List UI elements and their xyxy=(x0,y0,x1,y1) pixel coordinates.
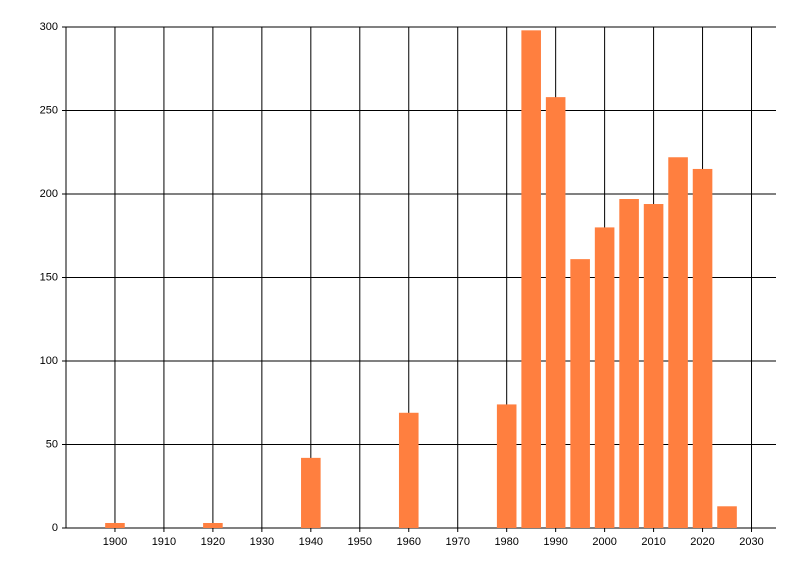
x-tick-label: 2000 xyxy=(592,536,616,548)
bar xyxy=(594,227,615,528)
x-tick-label: 1960 xyxy=(397,536,421,548)
y-tick-label: 100 xyxy=(40,355,58,367)
y-tick-label: 200 xyxy=(40,188,58,200)
x-tick-label: 2030 xyxy=(739,536,763,548)
bar xyxy=(203,522,223,528)
x-tick-label: 1950 xyxy=(348,536,372,548)
bar xyxy=(496,404,517,528)
bar xyxy=(570,259,590,528)
bar xyxy=(301,457,321,528)
bar xyxy=(545,97,566,528)
x-tick-label: 1980 xyxy=(494,536,518,548)
bar xyxy=(521,30,541,529)
x-tick-label: 1930 xyxy=(250,536,274,548)
x-tick-label: 2020 xyxy=(690,536,714,548)
x-tick-label: 1940 xyxy=(299,536,323,548)
y-tick-label: 300 xyxy=(40,21,58,33)
bar xyxy=(643,204,664,528)
x-tick-label: 1990 xyxy=(543,536,567,548)
x-tick-label: 1910 xyxy=(152,536,176,548)
y-tick-label: 250 xyxy=(40,104,58,116)
bar xyxy=(398,412,419,528)
bar xyxy=(105,522,125,528)
x-tick-label: 1920 xyxy=(201,536,225,548)
bar xyxy=(619,199,639,528)
bar xyxy=(692,168,713,528)
x-tick-label: 1900 xyxy=(103,536,127,548)
bar xyxy=(668,157,688,528)
x-tick-label: 2010 xyxy=(641,536,665,548)
x-tick-label: 1970 xyxy=(445,536,469,548)
y-tick-label: 50 xyxy=(46,438,58,450)
y-tick-label: 0 xyxy=(52,522,58,534)
bar xyxy=(717,506,737,528)
y-tick-label: 150 xyxy=(40,271,58,283)
